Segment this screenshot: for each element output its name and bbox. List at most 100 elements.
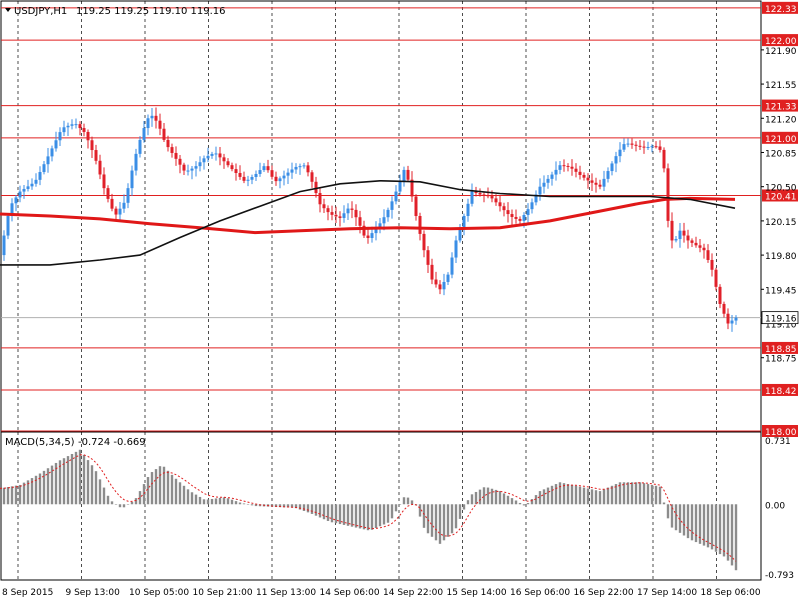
macd-bar (242, 503, 246, 505)
macd-bar (482, 487, 486, 505)
candle-bull (10, 203, 14, 216)
candle-bull (206, 155, 210, 159)
macd-bar (690, 504, 694, 541)
macd-bar (390, 504, 394, 519)
macd-bar (278, 504, 282, 508)
candle-bear (274, 176, 278, 182)
candle-bear (714, 269, 718, 287)
macd-y-tick-label: 0.00 (765, 501, 785, 511)
candle-bull (46, 156, 50, 165)
x-tick-label: 14 Sep 22:00 (383, 588, 443, 598)
candle-bull (6, 216, 10, 236)
macd-bar (298, 504, 302, 510)
candle-bear (238, 173, 242, 177)
candle-bull (286, 172, 290, 176)
macd-bar (654, 485, 658, 505)
candle-bull (626, 143, 630, 145)
candle-bear (706, 250, 710, 260)
candle-bull (134, 153, 138, 171)
price-level-label: 118.42 (765, 387, 797, 397)
macd-bar (146, 477, 150, 505)
candle-bull (526, 209, 530, 216)
macd-bar (42, 470, 46, 505)
macd-bar (458, 504, 462, 519)
macd-bar (582, 487, 586, 505)
macd-bar (322, 504, 326, 520)
candle-bull (190, 168, 194, 171)
macd-bar (98, 479, 102, 505)
macd-bar (706, 504, 710, 548)
candle-bull (454, 240, 458, 258)
candle-bull (522, 215, 526, 221)
candle-bull (374, 228, 378, 234)
macd-bar (726, 504, 730, 561)
macd-bar (670, 504, 674, 528)
macd-bar (18, 484, 22, 505)
macd-bar (446, 504, 450, 537)
macd-bar (214, 498, 218, 505)
macd-bar (202, 499, 206, 505)
candle-bull (282, 175, 286, 179)
y-tick-label: 118.75 (765, 355, 797, 365)
macd-bar (498, 491, 502, 505)
dropdown-triangle-icon[interactable] (5, 8, 11, 12)
candle-bull (546, 178, 550, 183)
candle-bear (170, 147, 174, 153)
macd-bar (718, 504, 722, 555)
candle-bull (54, 140, 58, 149)
candle-bull (62, 127, 66, 133)
price-panel-frame (0, 0, 762, 432)
macd-bar (294, 504, 298, 509)
candle-bull (38, 172, 42, 180)
x-tick-label: 14 Sep 06:00 (320, 588, 380, 598)
candle-bull (42, 164, 46, 173)
macd-bar (362, 504, 366, 530)
y-tick-label: 119.10 (765, 321, 797, 331)
candle-bear (182, 164, 186, 171)
candle-bear (162, 128, 166, 140)
macd-bar (490, 488, 494, 505)
macd-bar (102, 487, 106, 505)
macd-bar (290, 504, 294, 508)
macd-bar (598, 491, 602, 505)
candle-bull (614, 156, 618, 164)
candle-bull (370, 233, 374, 238)
macd-bar (134, 498, 138, 505)
macd-bar (426, 504, 430, 534)
candle-bull (674, 239, 678, 241)
macd-bar (442, 504, 446, 541)
candle-bear (570, 166, 574, 169)
candle-bull (734, 317, 738, 321)
macd-bar (530, 499, 534, 505)
macd-bar (430, 504, 434, 537)
moving-averages (0, 179, 736, 266)
macd-bar (610, 485, 614, 505)
macd-bar (722, 504, 726, 557)
candle-bull (382, 217, 386, 224)
candle-bull (462, 216, 466, 229)
candle-bear (178, 158, 182, 165)
candle-bear (518, 218, 522, 221)
macd-bar (66, 456, 70, 505)
macd-bar (658, 486, 662, 505)
candle-bull (50, 148, 54, 157)
macd-bar (302, 504, 306, 511)
candle-bull (618, 149, 622, 157)
x-tick-label: 17 Sep 14:00 (637, 588, 697, 598)
candle-bear (638, 145, 642, 147)
candle-bull (278, 178, 282, 182)
candle-bear (634, 144, 638, 146)
candle-bull (70, 124, 74, 126)
macd-bar (406, 497, 410, 505)
candle-bear (682, 230, 686, 236)
candle-bear (166, 139, 170, 148)
macd-bar (130, 501, 134, 505)
macd-bar (30, 478, 34, 505)
candle-bear (422, 233, 426, 251)
macd-bar (734, 504, 738, 571)
macd-bar (510, 498, 514, 505)
macd-bar (730, 504, 734, 566)
macd-bar (162, 466, 166, 505)
macd-bar (26, 480, 30, 505)
